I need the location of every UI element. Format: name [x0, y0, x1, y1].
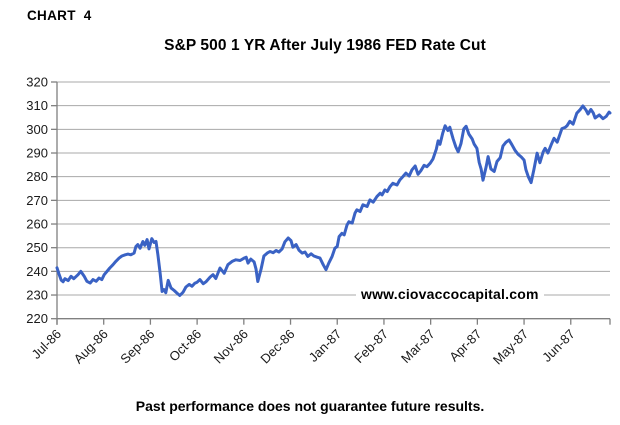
y-tick-label: 250: [26, 240, 48, 255]
x-tick-label: Feb-87: [351, 326, 391, 366]
watermark-text: www.ciovaccocapital.com: [356, 286, 544, 303]
x-tick-label: Nov-86: [211, 326, 251, 366]
x-tick-label: May-87: [490, 326, 531, 367]
disclaimer-text: Past performance does not guarantee futu…: [135, 398, 485, 414]
y-tick-label: 260: [26, 217, 48, 232]
y-tick-label: 290: [26, 146, 48, 161]
y-tick-label: 280: [26, 169, 48, 184]
x-tick-label: Sep-86: [117, 326, 157, 366]
chart-title: S&P 500 1 YR After July 1986 FED Rate Cu…: [164, 37, 486, 54]
y-tick-label: 300: [26, 122, 48, 137]
x-tick-label: Apr-87: [446, 326, 484, 364]
sp500-price-line: [55, 104, 612, 297]
x-tick-label: Jan-87: [306, 326, 345, 365]
y-tick-label: 220: [26, 311, 48, 326]
y-tick-label: 310: [26, 98, 48, 113]
x-tick-label: Dec-86: [257, 326, 297, 366]
y-tick-label: 320: [26, 75, 48, 90]
x-tick-label: Aug-86: [71, 326, 111, 366]
x-tick-label: Oct-86: [166, 326, 204, 364]
x-tick-label: Jul-86: [28, 326, 64, 362]
y-tick-label: 270: [26, 193, 48, 208]
x-tick-label: Jun-87: [539, 326, 578, 365]
y-tick-label: 230: [26, 288, 48, 303]
x-tick-label: Mar-87: [398, 326, 438, 366]
y-tick-label: 240: [26, 264, 48, 279]
chart-number-label: CHART 4: [27, 8, 92, 23]
